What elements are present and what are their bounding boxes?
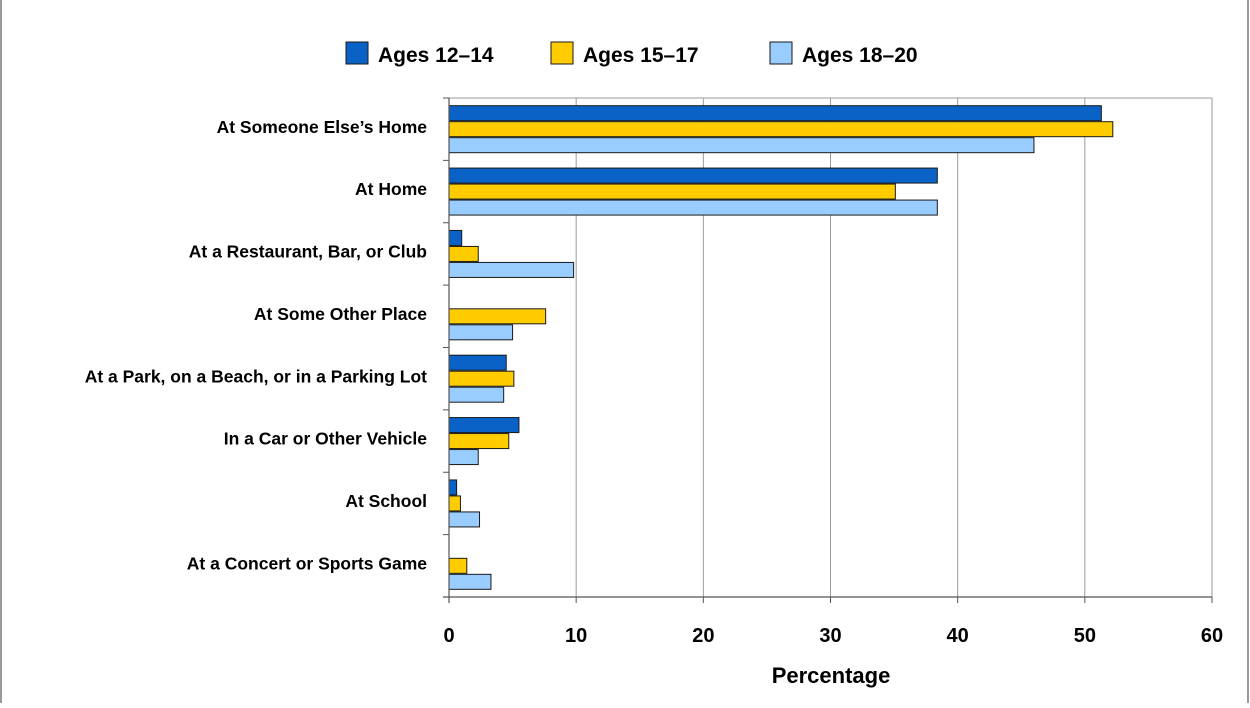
x-tick-labels: 0 10 20 30 40 50 60 <box>443 625 1223 647</box>
legend-label-ages-18-20: Ages 18–20 <box>802 44 918 67</box>
bar-ages-15-17-at-someone-else-s-home <box>448 121 1114 138</box>
x-tick-label-0: 0 <box>443 625 454 647</box>
bar-ages-18-20-at-a-restaurant-bar-or-club <box>448 261 575 278</box>
bar-ages-12-14-at-a-park-on-a-beach-or-in-a-parking-lot <box>448 354 507 371</box>
category-label-at-a-restaurant-bar-or-club: At a Restaurant, Bar, or Club <box>189 242 427 262</box>
legend-swatch-ages-18-20 <box>769 41 793 65</box>
x-tick-label-60: 60 <box>1201 625 1223 647</box>
x-tick-label-20: 20 <box>692 625 714 647</box>
x-axis-title: Percentage <box>772 663 891 688</box>
bar-ages-12-14-at-someone-else-s-home <box>448 105 1102 122</box>
bar-ages-15-17-at-a-restaurant-bar-or-club <box>448 245 479 262</box>
bar-ages-15-17-at-a-park-on-a-beach-or-in-a-parking-lot <box>448 370 515 387</box>
legend-swatch-ages-15-17 <box>550 41 574 65</box>
category-label-at-some-other-place: At Some Other Place <box>254 304 427 324</box>
bar-ages-15-17-in-a-car-or-other-vehicle <box>448 433 510 450</box>
bar-ages-18-20-in-a-car-or-other-vehicle <box>448 449 479 466</box>
category-label-at-a-park-on-a-beach-or-in-a-parking-lot: At a Park, on a Beach, or in a Parking L… <box>85 366 427 386</box>
legend-label-ages-15-17: Ages 15–17 <box>583 44 699 67</box>
legend-label-ages-12-14: Ages 12–14 <box>378 44 494 67</box>
category-label-in-a-car-or-other-vehicle: In a Car or Other Vehicle <box>224 429 428 449</box>
x-tick-label-50: 50 <box>1074 625 1096 647</box>
bar-ages-15-17-at-home <box>448 183 896 200</box>
legend-swatch-ages-12-14 <box>345 41 369 65</box>
category-label-at-home: At Home <box>355 179 427 199</box>
bar-ages-18-20-at-someone-else-s-home <box>448 137 1035 154</box>
bar-ages-18-20-at-some-other-place <box>448 324 514 341</box>
bar-ages-12-14-at-a-restaurant-bar-or-club <box>448 229 463 246</box>
bar-ages-15-17-at-a-concert-or-sports-game <box>448 557 468 574</box>
bars <box>448 105 1114 590</box>
x-tick-label-10: 10 <box>565 625 587 647</box>
bar-ages-18-20-at-a-concert-or-sports-game <box>448 573 492 590</box>
x-tick-label-40: 40 <box>947 625 969 647</box>
bar-ages-15-17-at-some-other-place <box>448 308 547 325</box>
bar-ages-18-20-at-a-park-on-a-beach-or-in-a-parking-lot <box>448 386 505 403</box>
category-label-at-school: At School <box>345 491 427 511</box>
bar-ages-12-14-at-school <box>448 479 458 496</box>
bar-ages-15-17-at-school <box>448 495 461 512</box>
axes <box>443 97 1213 603</box>
category-label-at-a-concert-or-sports-game: At a Concert or Sports Game <box>187 553 427 573</box>
category-label-at-someone-else-s-home: At Someone Else’s Home <box>217 117 428 137</box>
x-tick-label-30: 30 <box>819 625 841 647</box>
bar-ages-18-20-at-school <box>448 511 481 528</box>
bar-ages-18-20-at-home <box>448 199 938 216</box>
bar-ages-12-14-at-home <box>448 167 938 184</box>
legend: Ages 12–14 Ages 15–17 Ages 18–20 <box>345 41 918 67</box>
category-labels: At Someone Else’s Home At Home At a Restau… <box>85 117 428 574</box>
bar-ages-12-14-in-a-car-or-other-vehicle <box>448 417 520 434</box>
